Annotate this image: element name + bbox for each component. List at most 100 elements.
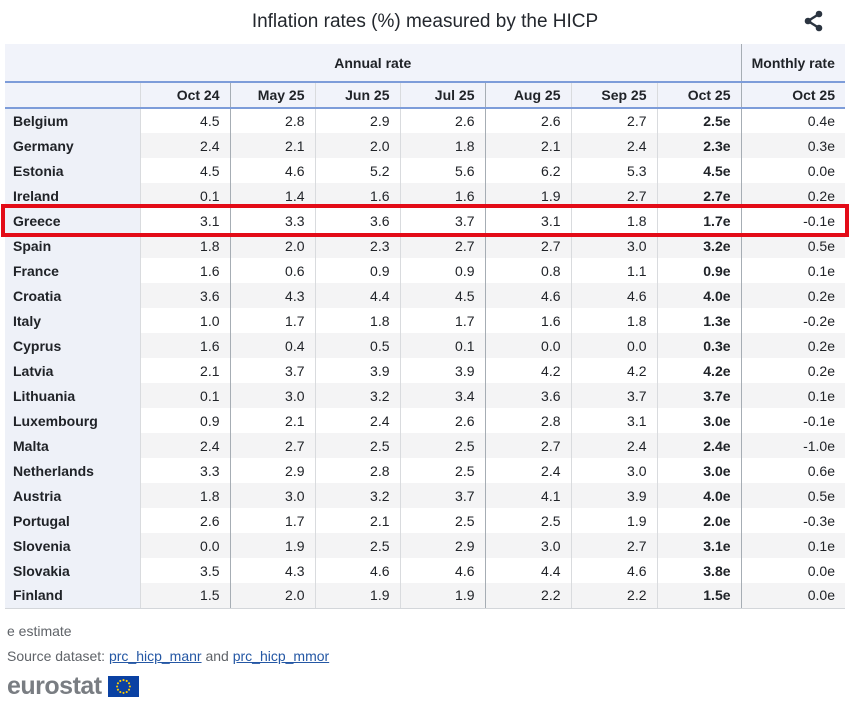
annual-value: 1.6: [484, 308, 571, 333]
annual-value: 2.0: [229, 233, 315, 258]
annual-value: 4.6: [570, 558, 657, 583]
annual-value: 3.4: [399, 383, 485, 408]
annual-value: 2.1: [229, 408, 315, 433]
table-row-slovakia: Slovakia 3.5 4.3 4.6 4.6 4.4 4.6 3.8e 0.0e: [5, 558, 845, 583]
annual-value: 1.8: [570, 208, 657, 233]
monthly-value: 0.6e: [740, 458, 845, 483]
annual-value: 1.7e: [656, 208, 742, 233]
country-column-header: [5, 82, 140, 109]
annual-value: 2.6: [399, 408, 485, 433]
column-header-jul-25: Jul 25: [399, 82, 485, 109]
column-header-jun-25: Jun 25: [314, 82, 400, 109]
table-row-slovenia: Slovenia 0.0 1.9 2.5 2.9 3.0 2.7 3.1e 0.1e: [5, 533, 845, 558]
annual-value: 1.6: [399, 183, 485, 208]
annual-value: 3.9: [314, 358, 400, 383]
annual-value: 1.6: [139, 258, 230, 283]
country-label-italy: Italy: [5, 308, 140, 333]
annual-value: 0.4: [229, 333, 315, 358]
annual-value: 4.5: [139, 108, 230, 133]
share-button[interactable]: [800, 7, 828, 35]
annual-value: 2.1: [229, 133, 315, 158]
annual-value: 1.8: [314, 308, 400, 333]
annual-value: 2.6: [484, 108, 571, 133]
monthly-value: -1.0e: [740, 433, 845, 458]
eurostat-logo-text: eurostat: [7, 671, 102, 700]
annual-value: 3.0: [570, 233, 657, 258]
annual-value: 0.9: [399, 258, 485, 283]
source-link-mmor[interactable]: prc_hicp_mmor: [232, 647, 330, 664]
annual-value: 4.5: [399, 283, 485, 308]
annual-value: 1.9: [314, 583, 400, 609]
table-row-greece: Greece 3.1 3.3 3.6 3.7 3.1 1.8 1.7e -0.1e: [5, 208, 845, 233]
monthly-value: 0.0e: [740, 558, 845, 583]
annual-value: 2.7e: [656, 183, 742, 208]
table-row-italy: Italy 1.0 1.7 1.8 1.7 1.6 1.8 1.3e -0.2e: [5, 308, 845, 333]
annual-value: 2.6: [139, 508, 230, 533]
annual-value: 2.7: [484, 233, 571, 258]
table-row-lithuania: Lithuania 0.1 3.0 3.2 3.4 3.6 3.7 3.7e 0.1e: [5, 383, 845, 408]
annual-value: 1.9: [570, 508, 657, 533]
annual-value: 4.6: [229, 158, 315, 183]
annual-value: 3.7: [570, 383, 657, 408]
annual-value: 4.2: [484, 358, 571, 383]
annual-value: 3.6: [484, 383, 571, 408]
annual-value: 1.9: [229, 533, 315, 558]
annual-value: 3.6: [314, 208, 400, 233]
annual-value: 1.9: [484, 183, 571, 208]
annual-value: 0.1: [399, 333, 485, 358]
annual-value: 1.0: [139, 308, 230, 333]
annual-value: 2.4: [139, 433, 230, 458]
annual-value: 6.2: [484, 158, 571, 183]
monthly-value: -0.1e: [740, 208, 845, 233]
column-header-sep-25: Sep 25: [570, 82, 657, 109]
country-label-belgium: Belgium: [5, 108, 140, 133]
annual-value: 3.9: [399, 358, 485, 383]
annual-value: 2.1: [484, 133, 571, 158]
table-row-portugal: Portugal 2.6 1.7 2.1 2.5 2.5 1.9 2.0e -0.3e: [5, 508, 845, 533]
table-row-ireland: Ireland 0.1 1.4 1.6 1.6 1.9 2.7 2.7e 0.2e: [5, 183, 845, 208]
annual-value: 2.5: [314, 433, 400, 458]
annual-value: 4.5e: [656, 158, 742, 183]
annual-value: 2.5: [399, 458, 485, 483]
annual-value: 2.8: [484, 408, 571, 433]
country-label-greece: Greece: [5, 208, 140, 233]
annual-value: 3.9: [570, 483, 657, 508]
estimate-note: e estimate: [7, 622, 72, 639]
annual-value: 4.2: [570, 358, 657, 383]
annual-value: 1.8: [139, 233, 230, 258]
annual-value: 3.1: [139, 208, 230, 233]
source-link-manr[interactable]: prc_hicp_manr: [108, 647, 202, 664]
country-label-france: France: [5, 258, 140, 283]
annual-value: 2.2: [484, 583, 571, 609]
annual-value: 1.5e: [656, 583, 742, 609]
annual-value: 3.3: [229, 208, 315, 233]
annual-value: 2.5: [314, 533, 400, 558]
annual-value: 2.4: [570, 433, 657, 458]
monthly-value: 0.3e: [740, 133, 845, 158]
annual-value: 2.7: [399, 233, 485, 258]
annual-value: 2.5e: [656, 108, 742, 133]
annual-value: 4.6: [314, 558, 400, 583]
country-label-netherlands: Netherlands: [5, 458, 140, 483]
monthly-value: 0.1e: [740, 533, 845, 558]
annual-value: 4.3: [229, 283, 315, 308]
country-label-finland: Finland: [5, 583, 140, 609]
country-label-ireland: Ireland: [5, 183, 140, 208]
annual-value: 1.1: [570, 258, 657, 283]
annual-value: 3.1: [484, 208, 571, 233]
annual-value: 0.3e: [656, 333, 742, 358]
annual-value: 4.6: [399, 558, 485, 583]
annual-value: 4.6: [484, 283, 571, 308]
annual-value: 0.0: [139, 533, 230, 558]
annual-value: 5.3: [570, 158, 657, 183]
monthly-value: 0.5e: [740, 483, 845, 508]
table-row-netherlands: Netherlands 3.3 2.9 2.8 2.5 2.4 3.0 3.0e 0.6e: [5, 458, 845, 483]
monthly-value: 0.2e: [740, 283, 845, 308]
monthly-value: 0.5e: [740, 233, 845, 258]
annual-value: 5.2: [314, 158, 400, 183]
annual-value: 3.5: [139, 558, 230, 583]
country-label-malta: Malta: [5, 433, 140, 458]
annual-value: 0.0: [570, 333, 657, 358]
annual-value: 3.0e: [656, 408, 742, 433]
column-header-monthly-oct-25: Oct 25: [740, 82, 845, 109]
